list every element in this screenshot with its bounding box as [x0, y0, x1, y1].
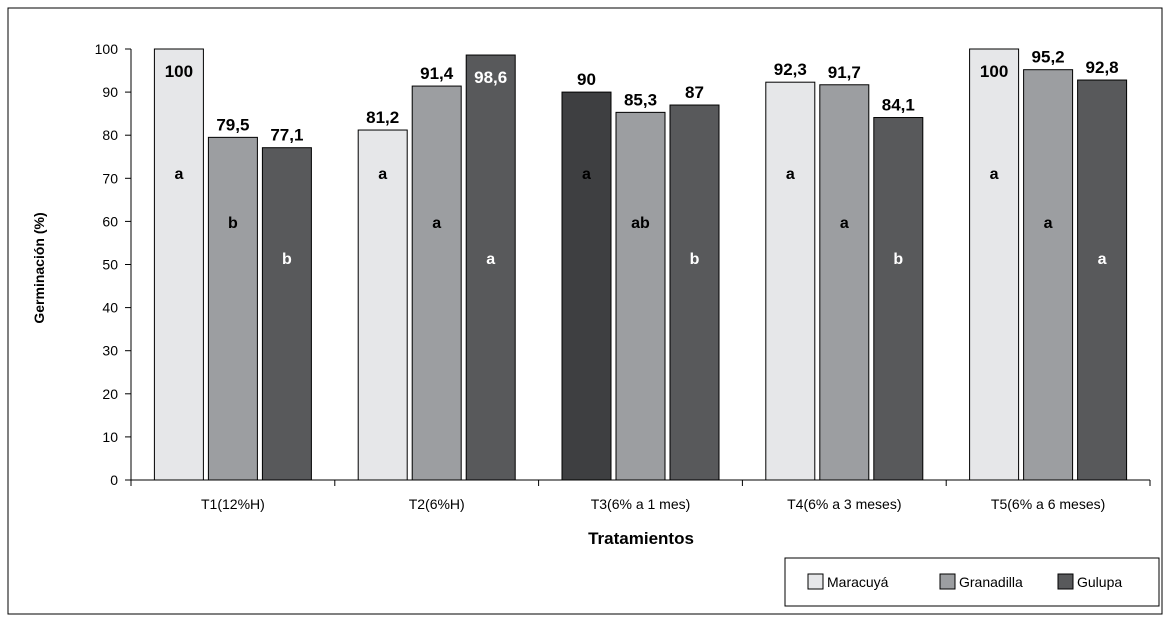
- bar: [1023, 69, 1074, 481]
- legend-box: [784, 557, 1160, 607]
- bar: [1077, 79, 1128, 481]
- significance-letter: a: [990, 166, 999, 183]
- bar: [465, 54, 516, 481]
- legend-label: Maracuyá: [827, 574, 889, 590]
- data-label: 81,2: [366, 108, 399, 127]
- significance-letter: b: [228, 215, 238, 232]
- bar: [669, 104, 720, 481]
- significance-letter: ab: [631, 215, 650, 232]
- bar: [873, 117, 924, 481]
- bar: [561, 91, 612, 481]
- data-label: 91,4: [420, 64, 454, 83]
- bar: [207, 136, 258, 481]
- legend-label: Gulupa: [1077, 574, 1122, 590]
- x-tick-label: T4(6% a 3 meses): [787, 496, 901, 512]
- bar: [411, 85, 462, 481]
- bars: [153, 48, 1128, 481]
- legend-swatch: [1057, 573, 1074, 590]
- significance-letter: a: [432, 215, 441, 232]
- data-label: 98,6: [474, 68, 507, 87]
- legend-swatch: [939, 573, 956, 590]
- data-label: 95,2: [1032, 48, 1065, 67]
- data-label: 91,7: [828, 63, 861, 82]
- significance-letter: a: [786, 166, 795, 183]
- y-tick-label: 50: [102, 257, 118, 273]
- significance-letter: a: [582, 166, 591, 183]
- y-tick-label: 20: [102, 386, 118, 402]
- data-label: 100: [165, 62, 193, 81]
- data-label: 90: [577, 70, 596, 89]
- significance-letter: a: [174, 166, 183, 183]
- data-label: 87: [685, 83, 704, 102]
- significance-letter: a: [840, 215, 849, 232]
- value-labels: 100a81,2a90a92,3a100a79,5b91,4a85,3ab91,…: [165, 48, 1119, 268]
- y-tick-label: 90: [102, 84, 118, 100]
- legend-swatch: [807, 573, 824, 590]
- significance-letter: a: [378, 166, 387, 183]
- bar: [969, 48, 1020, 481]
- significance-letter: a: [1098, 251, 1107, 268]
- y-tick-label: 70: [102, 170, 118, 186]
- data-label: 92,3: [774, 60, 807, 79]
- data-label: 85,3: [624, 90, 657, 109]
- bar: [261, 147, 312, 481]
- data-label: 100: [980, 62, 1008, 81]
- significance-letter: a: [486, 251, 495, 268]
- legend-label: Granadilla: [959, 574, 1023, 590]
- significance-letter: b: [690, 251, 700, 268]
- x-tick-label: T1(12%H): [201, 496, 265, 512]
- data-label: 77,1: [270, 126, 303, 145]
- bar: [819, 84, 870, 481]
- y-tick-label: 10: [102, 429, 118, 445]
- y-axis-title: Germinación (%): [31, 212, 47, 323]
- x-tick-label: T2(6%H): [409, 496, 465, 512]
- y-tick-label: 80: [102, 127, 118, 143]
- data-label: 92,8: [1086, 58, 1119, 77]
- significance-letter: a: [1044, 215, 1053, 232]
- bar: [357, 129, 408, 481]
- data-label: 84,1: [882, 96, 915, 115]
- x-tick-label: T3(6% a 1 mes): [591, 496, 691, 512]
- bar: [615, 111, 666, 481]
- bar: [765, 81, 816, 481]
- significance-letter: b: [893, 251, 903, 268]
- x-axis-title: Tratamientos: [588, 529, 694, 548]
- y-tick-label: 40: [102, 300, 118, 316]
- y-tick-label: 0: [110, 472, 118, 488]
- y-tick-label: 30: [102, 343, 118, 359]
- bar: [153, 48, 204, 481]
- y-axis: 0 10 20 30 40 50 60 70 80 90 100: [95, 41, 132, 488]
- x-tick-label: T5(6% a 6 meses): [991, 496, 1105, 512]
- significance-letter: b: [282, 251, 292, 268]
- y-tick-label: 60: [102, 213, 118, 229]
- y-tick-label: 100: [95, 41, 119, 57]
- data-label: 79,5: [216, 115, 249, 134]
- legend: Maracuyá Granadilla Gulupa: [784, 557, 1160, 607]
